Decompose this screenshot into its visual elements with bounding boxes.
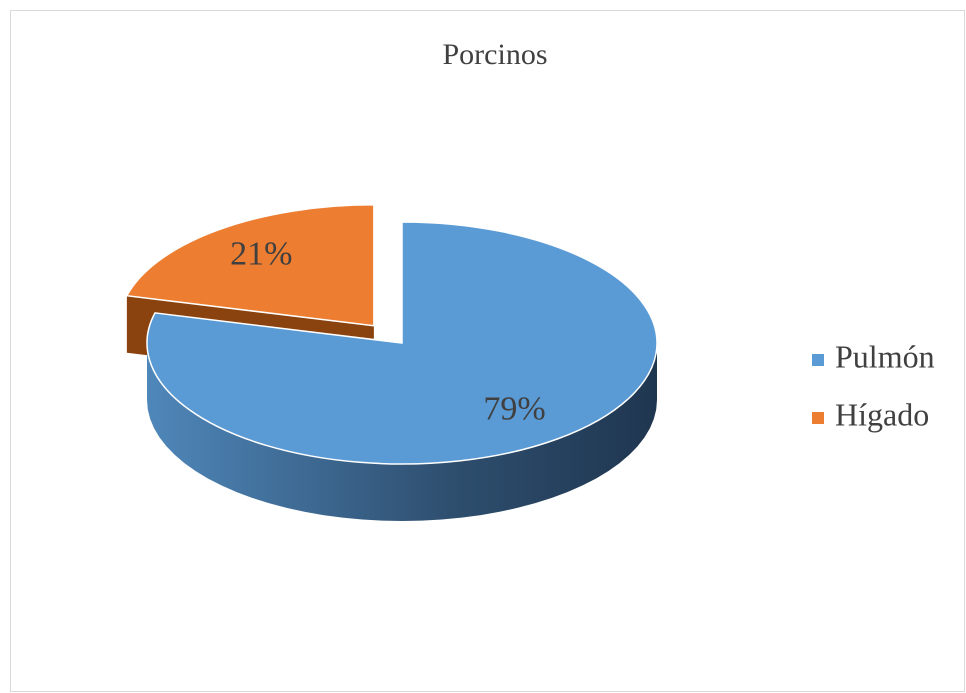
- legend-label: Hígado: [835, 396, 929, 432]
- data-label: 21%: [230, 236, 292, 273]
- slice-side: [147, 343, 657, 521]
- pie-slice: [125, 204, 375, 327]
- pie-slice: [146, 221, 658, 465]
- legend-label: Pulmón: [835, 338, 935, 374]
- legend-swatch: [812, 412, 824, 424]
- legend-swatch: [812, 354, 824, 366]
- chart-title: Porcinos: [443, 38, 548, 71]
- data-label: 79%: [483, 391, 545, 428]
